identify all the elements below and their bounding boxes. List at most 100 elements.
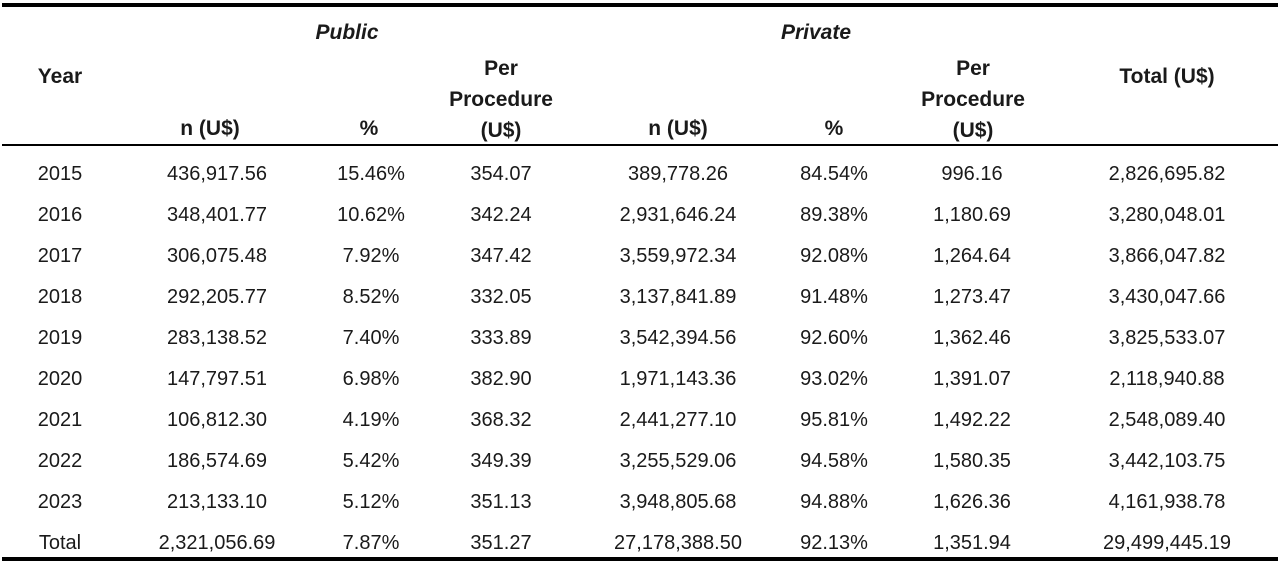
cell-private-pct: 89.38% <box>800 204 868 226</box>
cell-private-pct: 92.60% <box>800 327 868 349</box>
cell-public-per: 333.89 <box>470 327 532 349</box>
cell-year: 2019 <box>37 327 83 349</box>
cell-public-pct: 6.98% <box>342 368 400 390</box>
cell-year: 2021 <box>37 409 83 431</box>
cell-private-pct: 94.88% <box>800 491 868 513</box>
cell-public-n: 283,138.52 <box>166 327 268 349</box>
cell-private-per: 1,273.47 <box>933 286 1011 308</box>
cell-public-n: 147,797.51 <box>166 368 268 390</box>
cell-public-pct: 5.42% <box>342 450 400 472</box>
col-header-private-pct: % <box>824 117 844 140</box>
table-top-rule <box>2 3 1278 7</box>
cell-private-pct: 94.58% <box>800 450 868 472</box>
cell-total: 2,548,089.40 <box>1108 409 1226 431</box>
cell-public-per: 351.13 <box>470 491 532 513</box>
group-header-public: Public <box>315 21 379 44</box>
cell-public-per: 349.39 <box>470 450 532 472</box>
cell-private-pct: 92.13% <box>800 532 868 554</box>
cell-year: 2023 <box>37 491 83 513</box>
cell-private-n: 3,542,394.56 <box>619 327 737 349</box>
cell-private-n: 3,559,972.34 <box>619 245 737 267</box>
cell-private-per: 1,492.22 <box>933 409 1011 431</box>
cell-public-per: 382.90 <box>470 368 532 390</box>
cell-private-per: 1,351.94 <box>933 532 1011 554</box>
cell-public-per: 368.32 <box>470 409 532 431</box>
cell-public-pct: 15.46% <box>337 163 405 185</box>
cell-year: 2016 <box>37 204 83 226</box>
cell-public-per: 332.05 <box>470 286 532 308</box>
cell-private-pct: 91.48% <box>800 286 868 308</box>
col-header-public-n: n (U$) <box>180 117 240 140</box>
cell-public-pct: 7.87% <box>342 532 400 554</box>
cell-private-pct: 92.08% <box>800 245 868 267</box>
cell-private-per: 1,362.46 <box>933 327 1011 349</box>
cell-total: 3,866,047.82 <box>1108 245 1226 267</box>
cell-public-pct: 7.40% <box>342 327 400 349</box>
cell-private-n: 3,948,805.68 <box>619 491 737 513</box>
cell-total: 3,442,103.75 <box>1108 450 1226 472</box>
cell-private-n: 2,931,646.24 <box>619 204 737 226</box>
cell-public-n: 213,133.10 <box>166 491 268 513</box>
col-header-year: Year <box>37 65 83 88</box>
col-header-line: Per <box>956 57 990 80</box>
cell-private-per: 1,626.36 <box>933 491 1011 513</box>
cell-private-n: 3,137,841.89 <box>619 286 737 308</box>
col-header-line: Procedure <box>921 88 1025 111</box>
cell-private-per: 1,264.64 <box>933 245 1011 267</box>
group-header-private: Private <box>780 21 852 44</box>
cell-year: 2018 <box>37 286 83 308</box>
cell-total: 2,826,695.82 <box>1108 163 1226 185</box>
cell-private-pct: 84.54% <box>800 163 868 185</box>
cell-year: 2017 <box>37 245 83 267</box>
cell-public-n: 436,917.56 <box>166 163 268 185</box>
cell-total: 3,280,048.01 <box>1108 204 1226 226</box>
col-header-line: (U$) <box>952 119 994 142</box>
col-header-public-pct: % <box>359 117 379 140</box>
cell-public-n: 306,075.48 <box>166 245 268 267</box>
col-header-private-n: n (U$) <box>648 117 708 140</box>
col-header-line: Procedure <box>449 88 553 111</box>
cell-public-per: 351.27 <box>470 532 532 554</box>
cell-private-per: 1,180.69 <box>933 204 1011 226</box>
cell-public-per: 342.24 <box>470 204 532 226</box>
cell-total: 3,430,047.66 <box>1108 286 1226 308</box>
col-header-public-per-procedure: Per Procedure (U$) <box>449 53 553 146</box>
cell-private-n: 27,178,388.50 <box>614 532 742 554</box>
cell-private-n: 1,971,143.36 <box>619 368 737 390</box>
cell-public-n: 292,205.77 <box>166 286 268 308</box>
cell-public-n: 106,812.30 <box>166 409 268 431</box>
cell-public-per: 347.42 <box>470 245 532 267</box>
cell-public-pct: 10.62% <box>337 204 405 226</box>
cell-public-pct: 8.52% <box>342 286 400 308</box>
cell-public-pct: 4.19% <box>342 409 400 431</box>
col-header-line: (U$) <box>480 119 522 142</box>
cell-total: 3,825,533.07 <box>1108 327 1226 349</box>
cell-year: 2020 <box>37 368 83 390</box>
cell-public-n: 348,401.77 <box>166 204 268 226</box>
cell-private-pct: 95.81% <box>800 409 868 431</box>
cell-private-n: 2,441,277.10 <box>619 409 737 431</box>
cell-year: 2015 <box>37 163 83 185</box>
col-header-private-per-procedure: Per Procedure (U$) <box>921 53 1025 146</box>
cell-private-pct: 93.02% <box>800 368 868 390</box>
cell-private-per: 996.16 <box>941 163 1003 185</box>
cell-public-n: 2,321,056.69 <box>158 532 276 554</box>
cell-public-per: 354.07 <box>470 163 532 185</box>
cell-total: 29,499,445.19 <box>1103 532 1231 554</box>
cell-public-n: 186,574.69 <box>166 450 268 472</box>
cell-private-per: 1,391.07 <box>933 368 1011 390</box>
cell-total: 2,118,940.88 <box>1109 368 1225 390</box>
table-bottom-rule <box>2 557 1278 561</box>
cell-year: Total <box>38 532 82 554</box>
col-header-total: Total (U$) <box>1119 65 1215 88</box>
table-header-rule <box>2 144 1278 146</box>
cell-total: 4,161,938.78 <box>1108 491 1226 513</box>
col-header-line: Per <box>484 57 518 80</box>
cell-year: 2022 <box>37 450 83 472</box>
cell-public-pct: 7.92% <box>342 245 400 267</box>
cell-private-per: 1,580.35 <box>933 450 1011 472</box>
cell-private-n: 3,255,529.06 <box>619 450 737 472</box>
cell-private-n: 389,778.26 <box>627 163 729 185</box>
cell-public-pct: 5.12% <box>342 491 400 513</box>
